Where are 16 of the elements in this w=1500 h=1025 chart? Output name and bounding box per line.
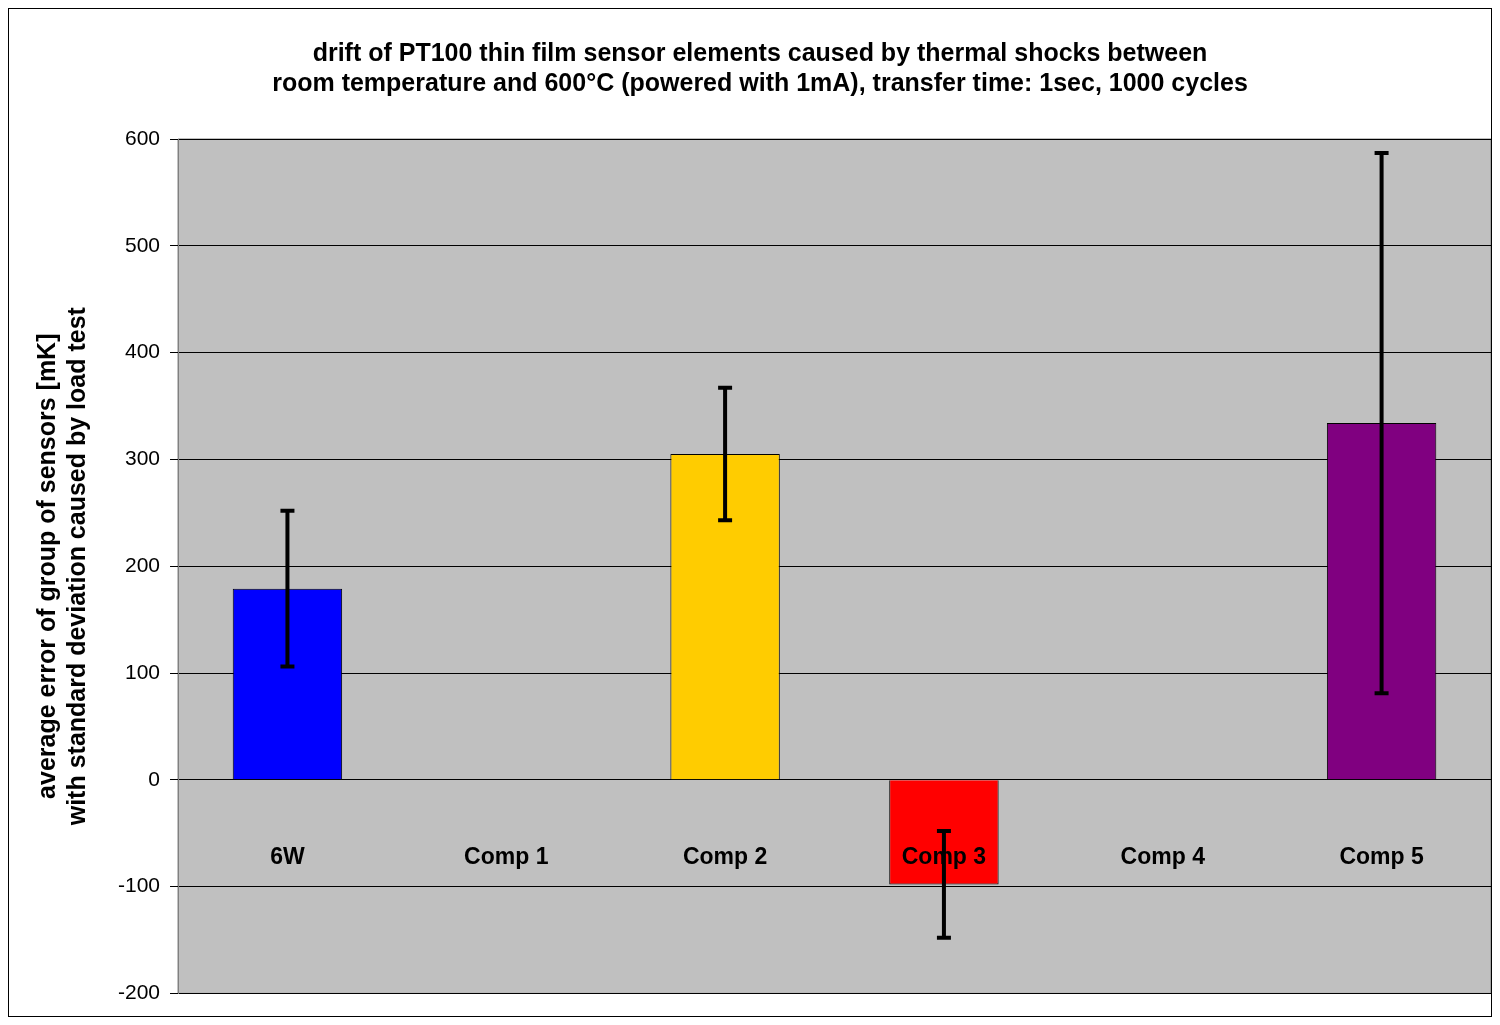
y-tick-label: -200 (118, 980, 161, 1004)
chart-title: drift of PT100 thin film sensor elements caused by thermal shocks between room temperature and 600°C (powered with 1mA), transfer time: 1sec, 1000 cycles (272, 37, 1248, 96)
x-tick-label: Comp 4 (1120, 843, 1206, 870)
y-tick-label: 600 (124, 125, 161, 149)
y-tick-label: 400 (124, 339, 161, 363)
x-tick-label: Comp 2 (682, 843, 768, 870)
y-tick-label: 0 (148, 766, 161, 790)
y-tick-label: 100 (124, 659, 161, 683)
y-tick-label: 300 (124, 446, 161, 470)
x-tick-label: 6W (270, 843, 305, 870)
y-axis-title: average error of group of sensors [mK] with standard deviation caused by load test (31, 306, 90, 827)
y-tick-label: 500 (124, 232, 161, 256)
x-tick-label: Comp 5 (1339, 843, 1424, 870)
y-tick-label: -100 (118, 873, 161, 897)
x-tick-label: Comp 1 (464, 843, 549, 870)
y-tick-label: 200 (124, 553, 161, 576)
